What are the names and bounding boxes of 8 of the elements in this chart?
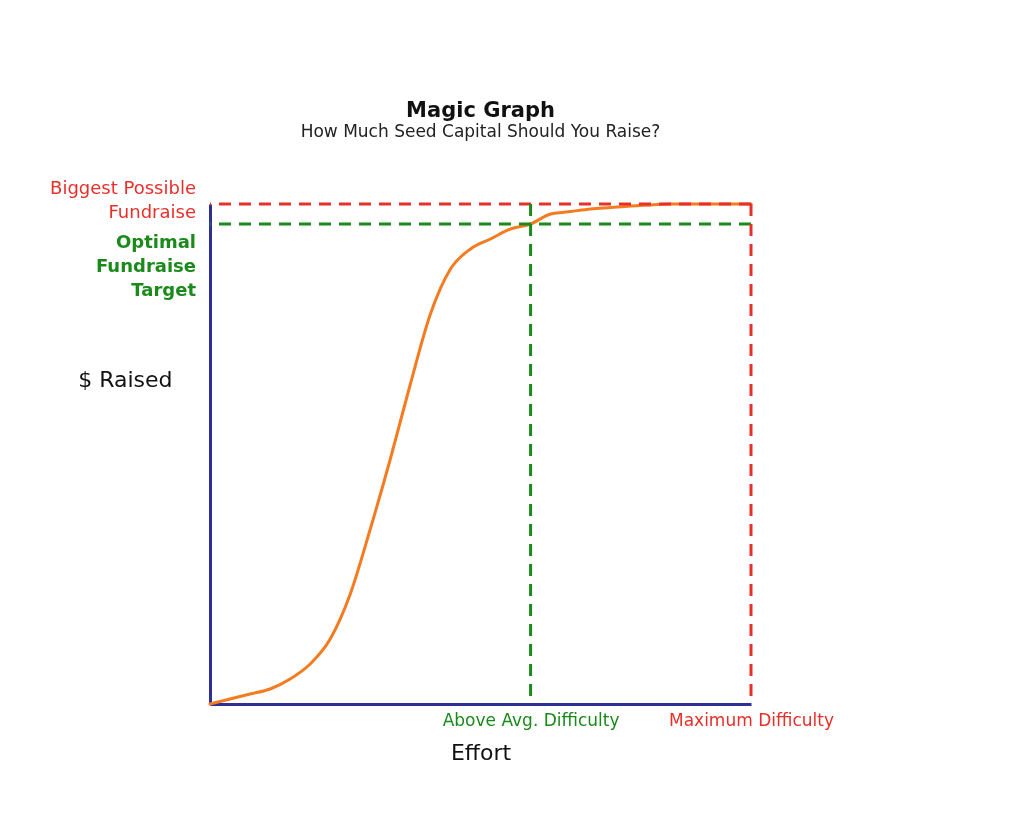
x-tick-label: Maximum Difficulty [669,709,834,730]
chart-title: Magic Graph [406,98,555,122]
ref-line-label: Biggest Possible Fundraise [50,177,196,222]
chart-subtitle: How Much Seed Capital Should You Raise? [300,121,661,141]
ref-line-label: Optimal Fundraise Target [95,231,197,300]
x-axis-title: Effort [450,739,512,765]
y-axis-title: $ Raised [78,366,173,392]
x-tick-label: Above Avg. Difficulty [442,709,620,730]
